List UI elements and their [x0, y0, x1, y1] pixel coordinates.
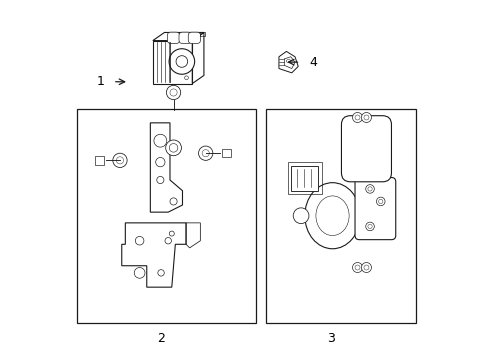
FancyBboxPatch shape [179, 32, 191, 44]
Circle shape [156, 157, 165, 167]
Bar [288, 162, 322, 194]
Circle shape [169, 144, 178, 152]
Bar [222, 149, 231, 157]
Circle shape [293, 208, 309, 224]
Circle shape [167, 85, 181, 100]
Circle shape [117, 157, 123, 164]
Ellipse shape [287, 59, 291, 63]
FancyBboxPatch shape [342, 116, 392, 182]
Circle shape [355, 265, 360, 270]
Bar [77, 109, 256, 323]
Circle shape [135, 237, 144, 245]
Ellipse shape [305, 183, 360, 249]
Bar [267, 109, 416, 323]
Circle shape [379, 199, 383, 203]
Circle shape [185, 76, 188, 80]
Circle shape [165, 238, 172, 244]
Circle shape [362, 262, 371, 273]
Circle shape [368, 187, 372, 191]
Bar [95, 156, 104, 165]
Circle shape [366, 222, 374, 231]
Circle shape [113, 153, 127, 167]
Circle shape [376, 197, 385, 206]
Circle shape [364, 265, 369, 270]
Circle shape [176, 56, 188, 67]
Circle shape [166, 140, 181, 156]
Ellipse shape [316, 196, 349, 235]
Text: 4: 4 [309, 55, 317, 69]
Circle shape [352, 112, 363, 122]
Circle shape [355, 115, 360, 120]
Circle shape [170, 89, 177, 96]
Text: 1: 1 [97, 75, 104, 88]
Circle shape [134, 267, 145, 278]
Circle shape [154, 134, 167, 147]
Circle shape [368, 224, 372, 229]
Circle shape [352, 262, 363, 273]
Text: 2: 2 [157, 333, 165, 346]
Bar [292, 166, 318, 191]
Circle shape [364, 115, 369, 120]
Circle shape [170, 198, 177, 205]
Circle shape [157, 176, 164, 184]
Text: 3: 3 [327, 333, 335, 346]
Circle shape [362, 112, 371, 122]
FancyBboxPatch shape [355, 177, 396, 240]
FancyBboxPatch shape [168, 32, 180, 44]
Circle shape [202, 150, 209, 157]
Circle shape [366, 185, 374, 193]
FancyBboxPatch shape [188, 32, 200, 44]
Circle shape [198, 146, 213, 160]
Circle shape [158, 270, 164, 276]
Circle shape [169, 231, 174, 236]
Circle shape [169, 49, 195, 74]
